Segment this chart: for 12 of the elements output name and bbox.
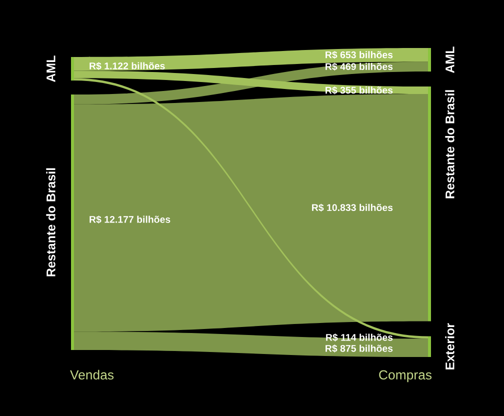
text: Compras <box>379 370 432 382</box>
data-label: R$ 875 bilhões <box>326 344 393 352</box>
text: R$ 12.177 bilhões <box>90 216 170 224</box>
data-label: R$ 653 bilhões <box>326 50 393 59</box>
text: Vendas <box>70 370 114 380</box>
text: R$ 1.122 bilhões <box>90 62 165 70</box>
category-label: AML <box>446 46 454 73</box>
text: AML <box>46 56 56 82</box>
data-label: R$ 10.833 bilhões <box>312 204 393 212</box>
category-label: Restante do Brasil <box>445 90 454 198</box>
category-label: Exterior <box>445 323 454 370</box>
text: Restante do Brasil <box>46 168 56 276</box>
